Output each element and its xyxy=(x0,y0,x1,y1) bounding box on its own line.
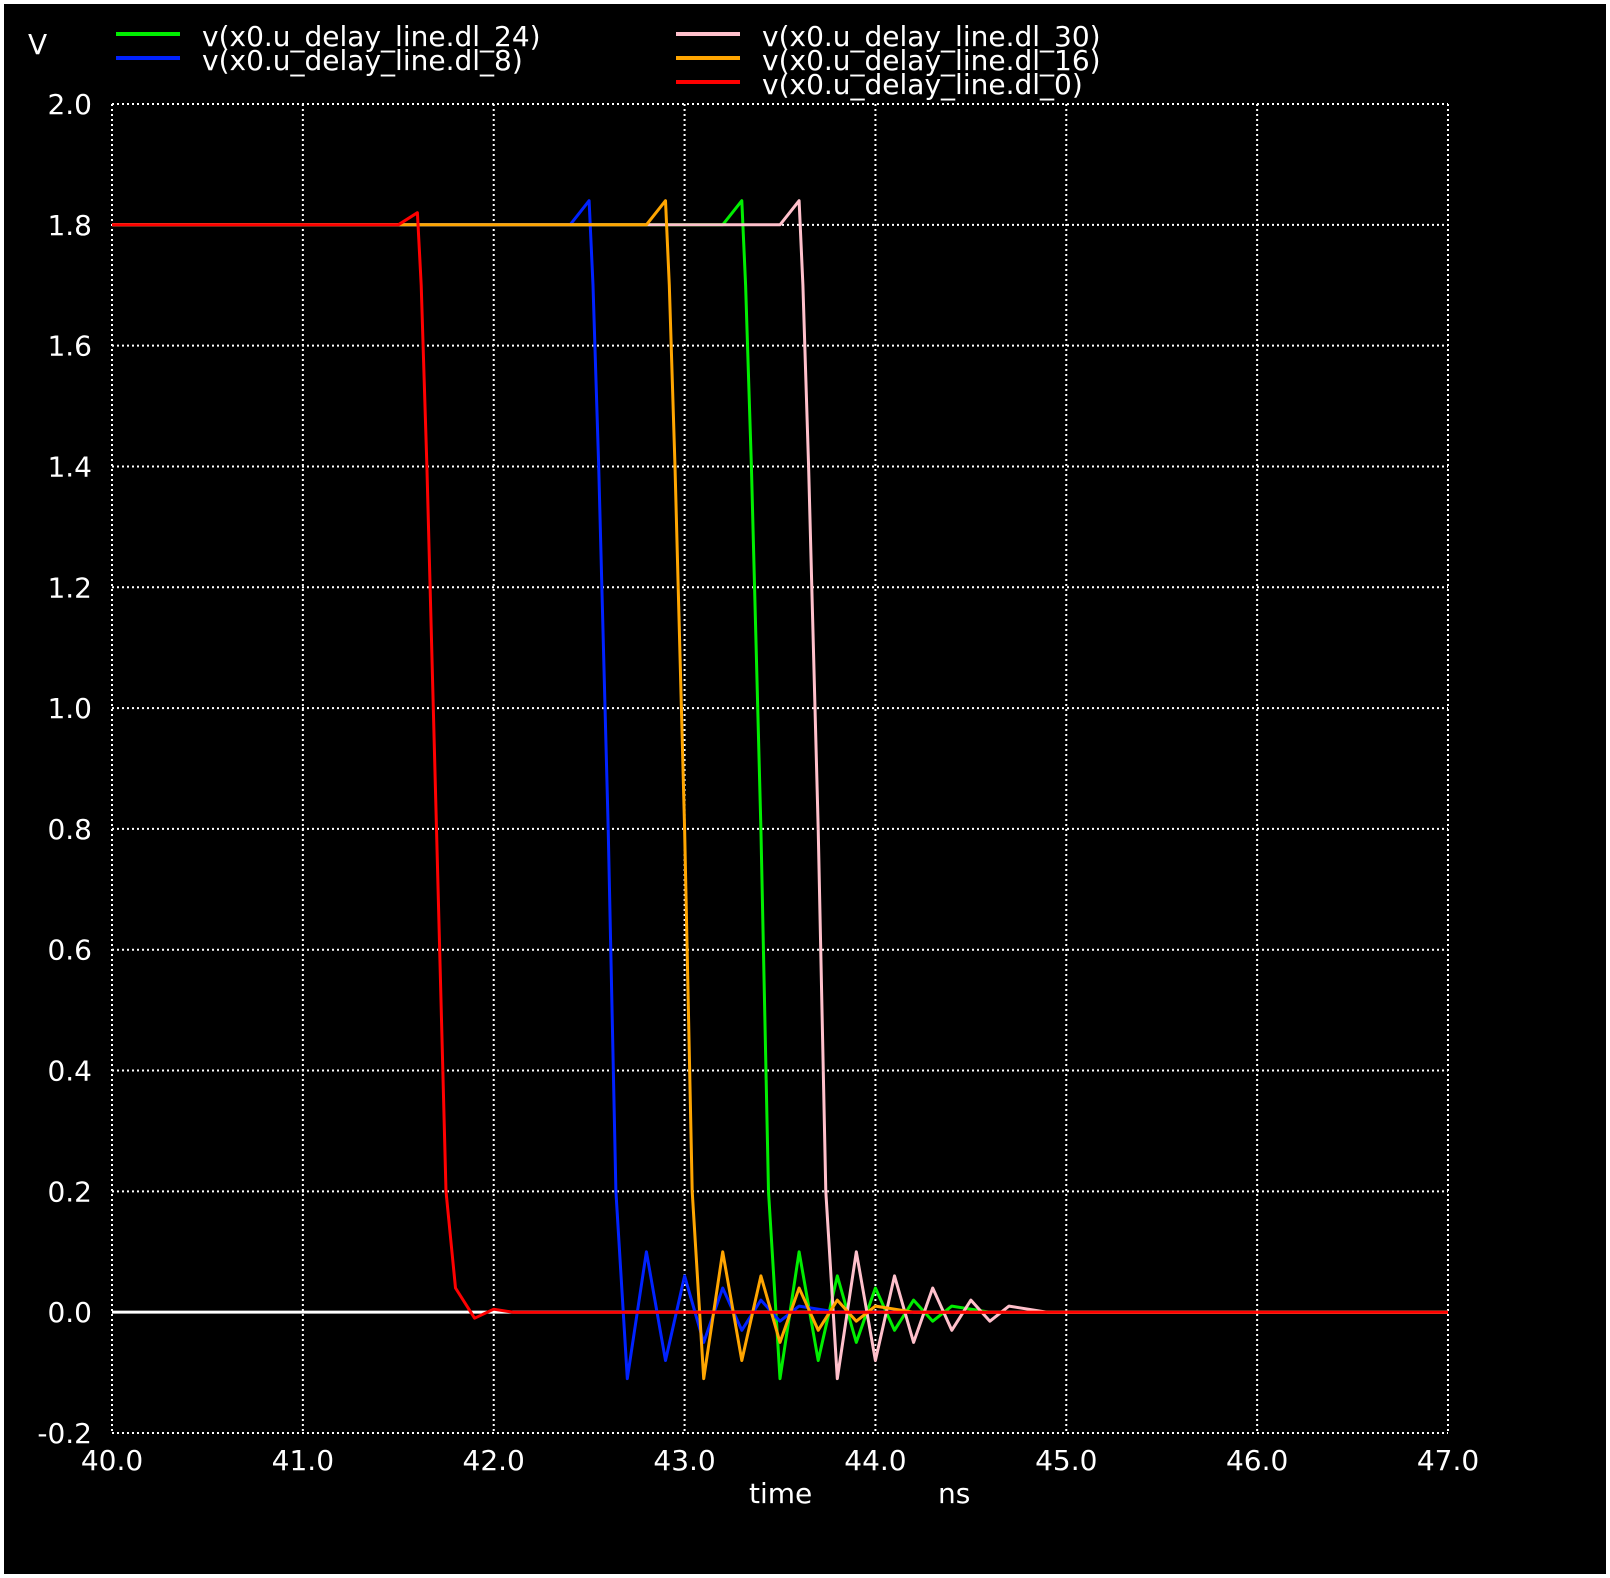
x-axis-label: time xyxy=(749,1477,812,1510)
y-tick-label: 0.0 xyxy=(47,1296,92,1329)
x-unit-label: ns xyxy=(938,1477,970,1510)
x-tick-label: 45.0 xyxy=(1035,1444,1097,1477)
y-tick-label: -0.2 xyxy=(37,1417,92,1450)
legend-entry: v(x0.u_delay_line.dl_16) xyxy=(762,44,1101,77)
legend-entry: v(x0.u_delay_line.dl_8) xyxy=(202,44,523,77)
x-tick-label: 40.0 xyxy=(81,1444,143,1477)
y-tick-label: 1.0 xyxy=(47,692,92,725)
y-unit-label: V xyxy=(28,28,47,61)
series-line-1 xyxy=(112,199,1448,1381)
series-layer xyxy=(112,199,1448,1381)
chart-canvas: 40.0 41.0 42.0 43.0 44.0 45.0 46.0 47.0 -0.2 0.0 0… xyxy=(28,20,1479,1510)
x-tick-label: 42.0 xyxy=(463,1444,525,1477)
y-tick-label: 0.2 xyxy=(47,1175,92,1208)
x-tick-label: 43.0 xyxy=(653,1444,715,1477)
y-tick-label: 0.8 xyxy=(47,813,92,846)
legend-entry: v(x0.u_delay_line.dl_30) xyxy=(762,20,1101,53)
legend-entry: v(x0.u_delay_line.dl_24) xyxy=(202,20,541,53)
x-tick-label: 46.0 xyxy=(1226,1444,1288,1477)
y-tick-label: 1.8 xyxy=(47,209,92,242)
y-tick-label: 1.6 xyxy=(47,330,92,363)
grid xyxy=(111,103,1449,1434)
series-line-3 xyxy=(112,199,1448,1381)
plot-window: 40.0 41.0 42.0 43.0 44.0 45.0 46.0 47.0 -0.2 0.0 0… xyxy=(4,4,1606,1574)
tick-labels: 40.0 41.0 42.0 43.0 44.0 45.0 46.0 47.0 -0.2 0.0 0… xyxy=(37,88,1479,1477)
y-tick-label: 1.4 xyxy=(47,450,92,483)
series-line-2 xyxy=(112,199,1448,1381)
y-tick-label: 0.4 xyxy=(47,1055,92,1088)
y-tick-label: 1.2 xyxy=(47,571,92,604)
x-tick-label: 47.0 xyxy=(1417,1444,1479,1477)
y-tick-label: 2.0 xyxy=(47,88,92,121)
x-tick-label: 41.0 xyxy=(272,1444,334,1477)
series-line-0 xyxy=(112,199,1448,1381)
x-tick-label: 44.0 xyxy=(844,1444,906,1477)
series-line-4 xyxy=(112,211,1448,1320)
y-tick-label: 0.6 xyxy=(47,934,92,967)
legend-entry: v(x0.u_delay_line.dl_0) xyxy=(762,68,1083,101)
legend: v(x0.u_delay_line.dl_24)v(x0.u_delay_lin… xyxy=(116,20,1101,101)
